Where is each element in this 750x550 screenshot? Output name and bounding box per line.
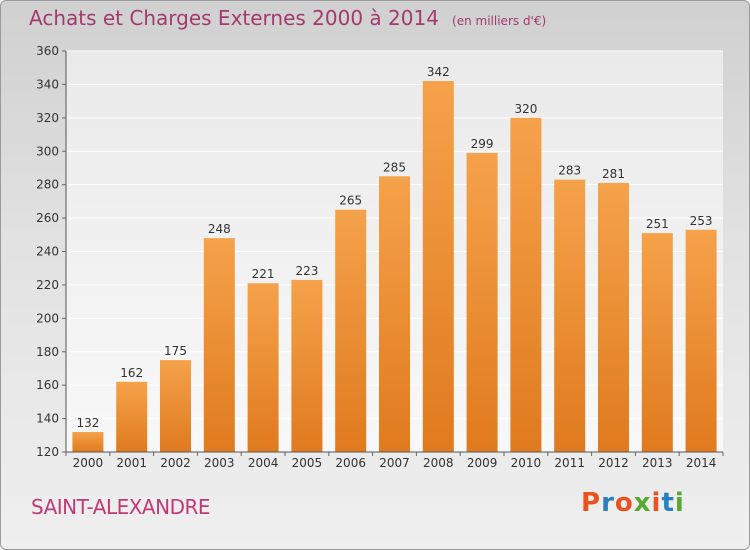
y-tick-label: 360	[36, 44, 59, 58]
logo-letter: r	[601, 488, 615, 518]
y-tick-label: 320	[36, 111, 59, 125]
bar-value-label: 265	[339, 194, 362, 208]
x-tick-label: 2000	[73, 456, 104, 470]
bar	[247, 283, 279, 452]
y-tick-label: 280	[36, 178, 59, 192]
bar-value-label: 253	[690, 214, 713, 228]
bar	[598, 182, 629, 452]
x-tick-label: 2012	[598, 456, 629, 470]
bar-value-label: 299	[471, 137, 494, 151]
bar	[72, 431, 104, 452]
x-tick-label: 2009	[467, 456, 498, 470]
chart-title: Achats et Charges Externes 2000 à 2014	[29, 6, 439, 30]
y-tick-label: 240	[36, 245, 59, 259]
logo-letter: i	[651, 488, 662, 518]
y-tick-label: 120	[36, 445, 59, 459]
x-tick-label: 2001	[116, 456, 147, 470]
bar-value-label: 221	[252, 267, 275, 281]
bar-value-label: 320	[514, 102, 537, 116]
bar	[203, 238, 235, 452]
bar-value-label: 251	[646, 217, 669, 231]
x-tick-label: 2010	[511, 456, 542, 470]
x-tick-label: 2004	[248, 456, 279, 470]
y-tick-label: 160	[36, 378, 59, 392]
x-tick-label: 2005	[292, 456, 323, 470]
bar-value-label: 223	[295, 264, 318, 278]
x-tick-label: 2007	[379, 456, 410, 470]
y-tick-label: 200	[36, 311, 59, 325]
bar	[379, 176, 410, 452]
y-tick-label: 300	[36, 144, 59, 158]
x-tick-label: 2003	[204, 456, 235, 470]
bar-value-label: 285	[383, 160, 406, 174]
x-tick-label: 2013	[642, 456, 673, 470]
bar-value-label: 281	[602, 167, 625, 181]
y-tick-label: 180	[36, 345, 59, 359]
bar-value-label: 283	[558, 164, 581, 178]
bar-value-label: 342	[427, 65, 450, 79]
logo-letter: P	[581, 488, 602, 518]
bar	[116, 381, 148, 452]
logo-letter: o	[614, 488, 634, 518]
bar-value-label: 162	[120, 366, 143, 380]
y-tick-label: 260	[36, 211, 59, 225]
y-tick-label: 140	[36, 412, 59, 426]
x-tick-label: 2006	[335, 456, 366, 470]
proxiti-logo: Proxiti	[581, 488, 685, 518]
location-name: SAINT-ALEXANDRE	[31, 495, 211, 519]
x-tick-label: 2002	[160, 456, 191, 470]
logo-letter: x	[633, 488, 652, 518]
x-tick-label: 2008	[423, 456, 454, 470]
x-tick-label: 2014	[686, 456, 717, 470]
bar	[466, 152, 498, 452]
bar	[554, 179, 586, 452]
bar-value-label: 175	[164, 344, 187, 358]
bar	[422, 81, 454, 452]
y-tick-label: 340	[36, 77, 59, 91]
bar-value-label: 248	[208, 222, 231, 236]
logo-letter: t	[661, 488, 675, 518]
x-tick-label: 2011	[554, 456, 585, 470]
bar	[641, 233, 673, 452]
bar	[160, 360, 191, 452]
bar	[685, 229, 717, 452]
chart-title-block: Achats et Charges Externes 2000 à 2014 (…	[29, 6, 546, 30]
y-tick-label: 220	[36, 278, 59, 292]
chart-subtitle: (en milliers d'€)	[452, 14, 547, 28]
bar	[510, 117, 542, 452]
logo-letter: i	[674, 488, 685, 518]
bar-value-label: 132	[76, 416, 99, 430]
bar	[335, 209, 367, 452]
bar	[291, 279, 323, 452]
